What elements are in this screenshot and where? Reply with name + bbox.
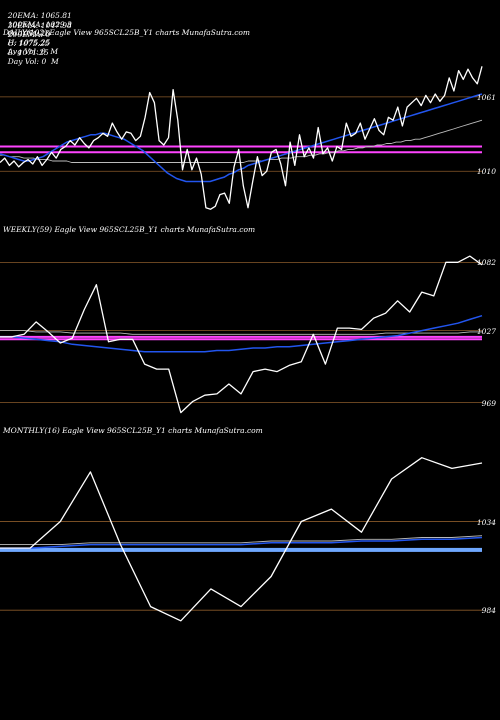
ema100-value: 100EMA: 1029.3 xyxy=(7,20,72,29)
monthly-band xyxy=(0,547,482,552)
header-row-1: 20EMA: 1065.81 100EMA: 1029.3 O: 1071.25… xyxy=(3,2,72,56)
monthly-tick-label: 1034 xyxy=(476,517,496,527)
weekly-tick-label: 1082 xyxy=(476,258,496,268)
open-value: O: 1071.25 xyxy=(7,29,50,38)
daily-tick-label: 1061 xyxy=(476,92,496,102)
daily-price-line xyxy=(0,66,483,210)
weekly-panel-label: WEEKLY(59) Eagle View 965SCL25B_Y1 chart… xyxy=(3,225,256,234)
monthly-tick-label: 984 xyxy=(481,606,496,616)
dayvol-value: Day Vol: 0 M xyxy=(7,57,59,66)
ema200-value: 200EMA: 0 xyxy=(7,30,51,39)
monthly-ema-fast-line xyxy=(0,536,483,549)
daily-tick-label: 1010 xyxy=(476,167,496,177)
ema30-value: 30EMA: 1047.98 xyxy=(7,21,72,30)
monthly-ema-slow-line xyxy=(0,535,483,546)
avgvol-value: Avg Vol: 0 M xyxy=(7,47,59,56)
low-value: L: 1071.25 xyxy=(7,48,49,57)
monthly-price-line xyxy=(0,457,483,622)
daily-panel xyxy=(0,66,483,210)
daily-ema-slow-line xyxy=(0,119,483,163)
header-row-2: 30EMA: 1047.98 200EMA: 0 C: 1075.25 L: 1… xyxy=(3,12,72,66)
high-value: H: 1075.25 xyxy=(7,38,51,47)
daily-panel-label: DAILY(102) Eagle View 965SCL25B_Y1 chart… xyxy=(3,28,251,37)
weekly-tick-label: 969 xyxy=(481,398,496,408)
monthly-panel xyxy=(0,457,483,622)
ema20-value: 20EMA: 1065.81 xyxy=(7,11,72,20)
weekly-tick-label: 1027 xyxy=(476,326,496,336)
monthly-panel-label: MONTHLY(16) Eagle View 965SCL25B_Y1 char… xyxy=(3,426,263,435)
weekly-ema-fast-line xyxy=(0,314,483,353)
weekly-panel xyxy=(0,255,483,414)
weekly-price-line xyxy=(0,255,483,414)
weekly-ema-slow-line xyxy=(0,330,482,335)
close-value: C: 1075.25 xyxy=(7,39,50,48)
